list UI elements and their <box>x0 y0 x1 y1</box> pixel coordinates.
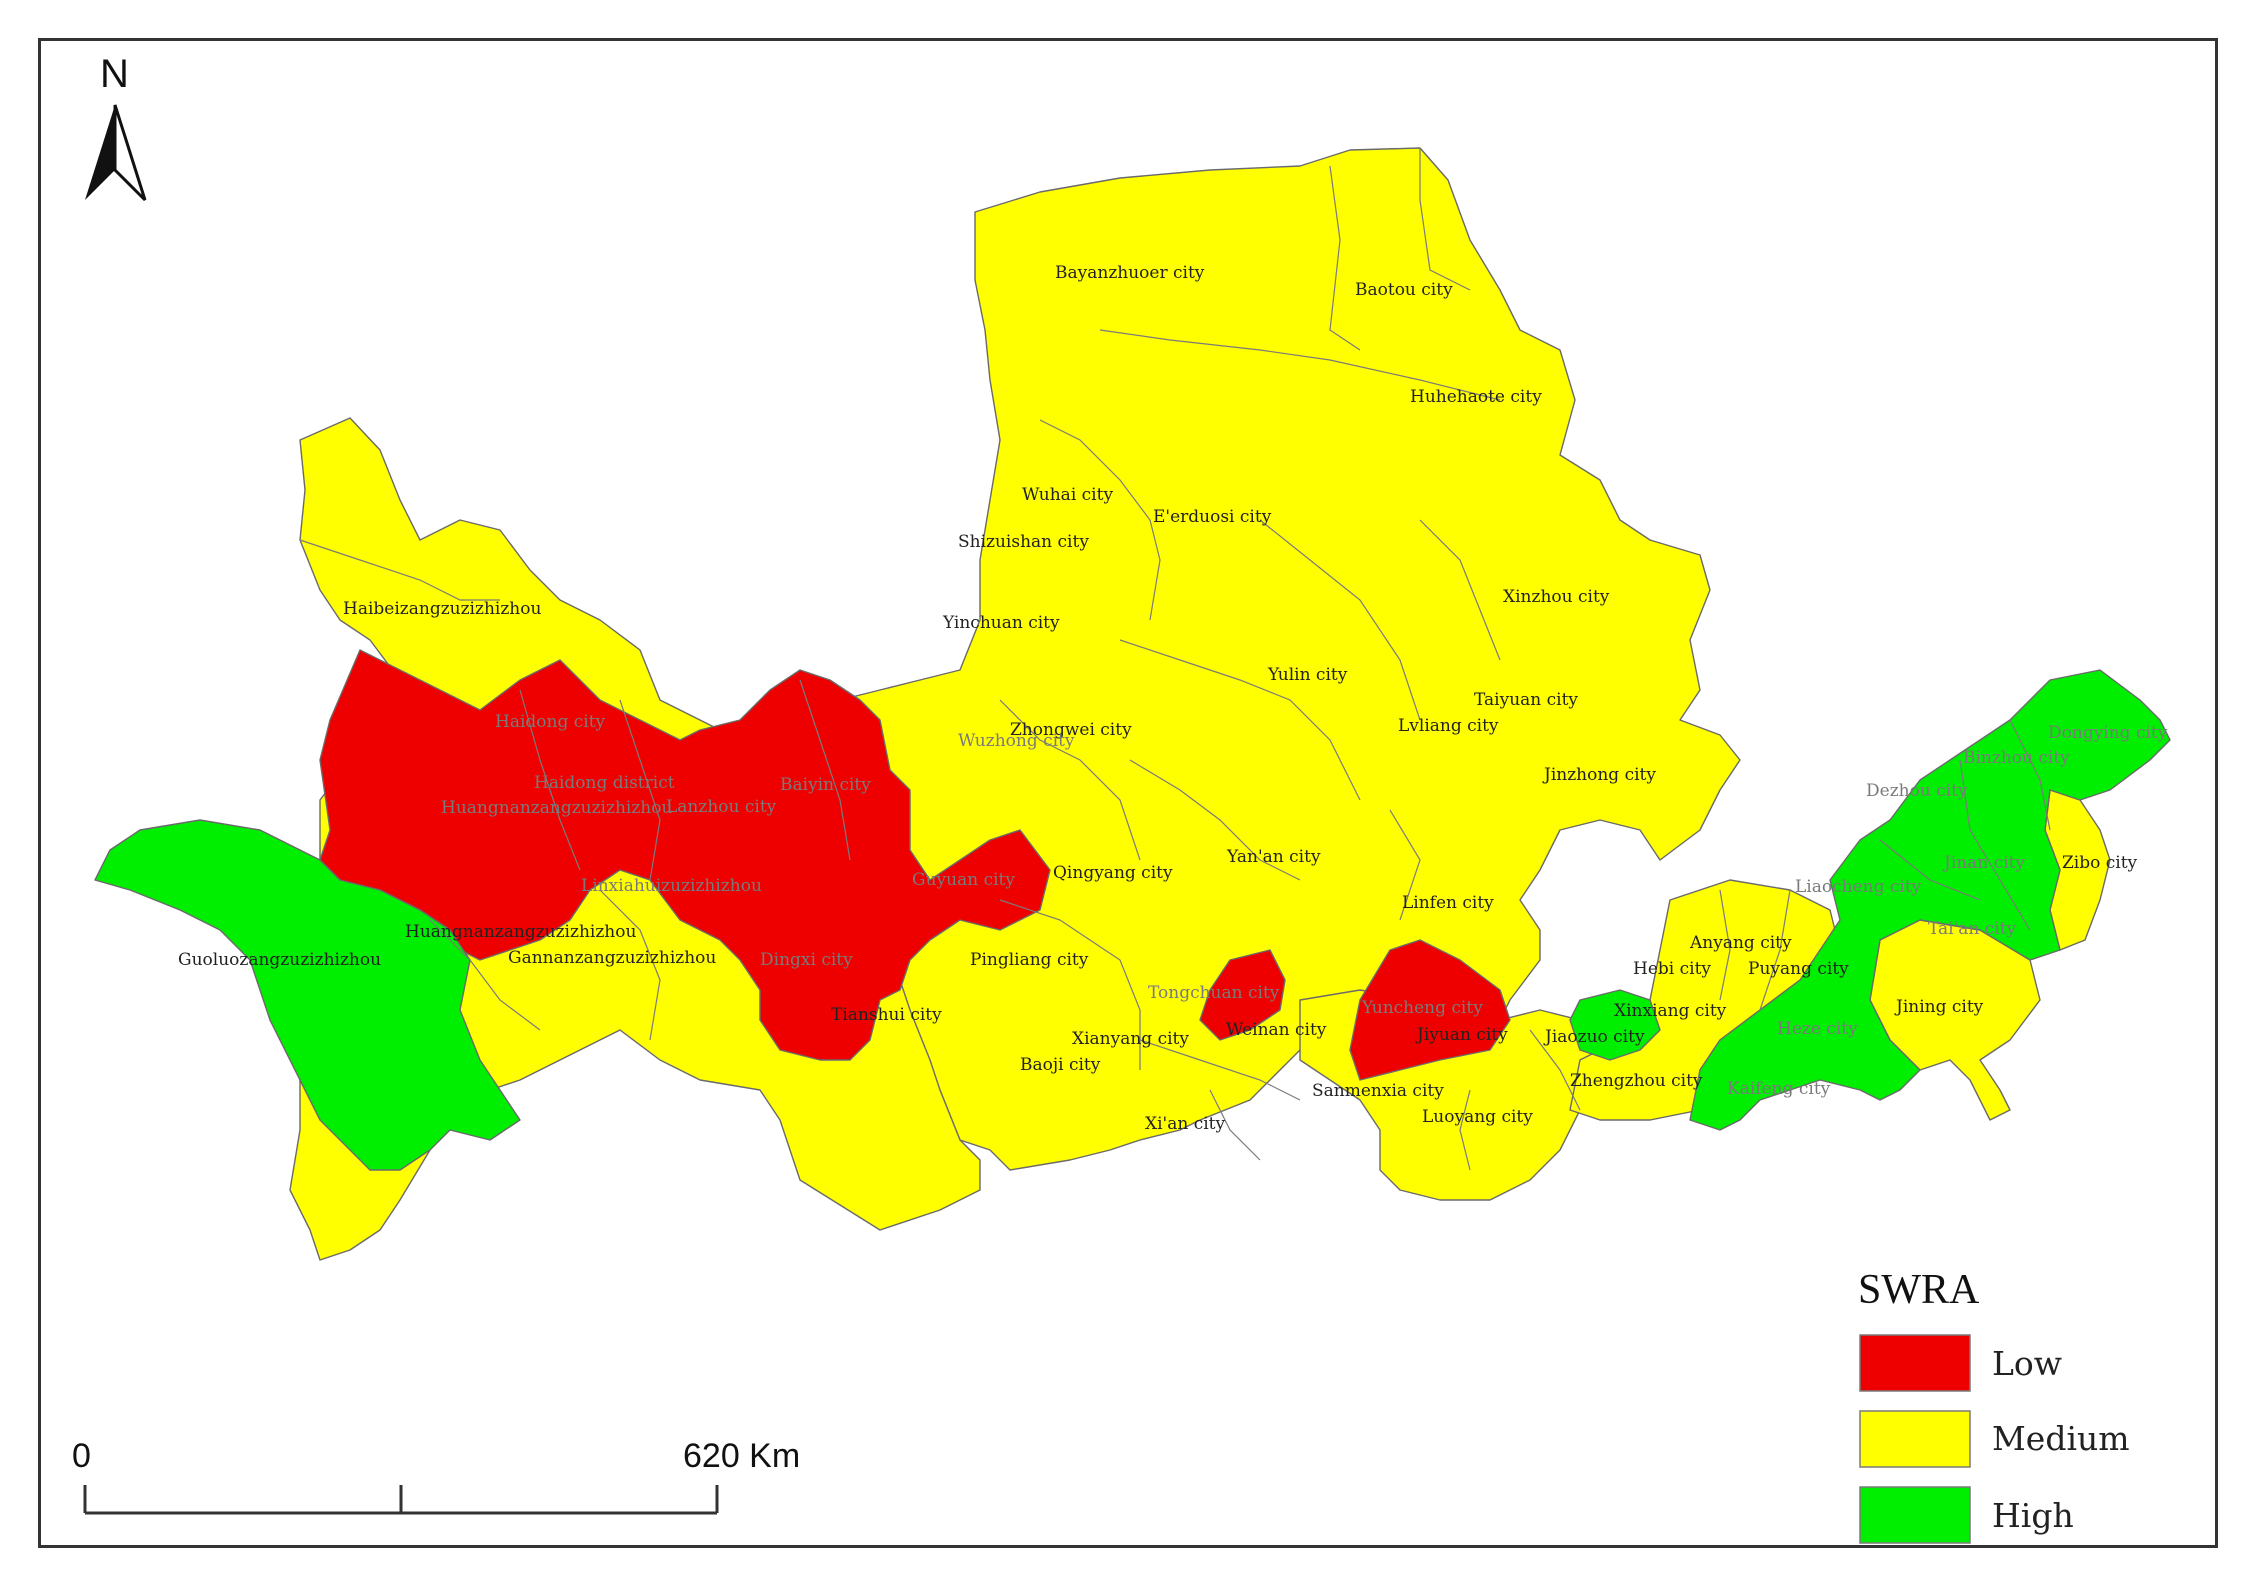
city-label: Wuhai city <box>1022 485 1113 505</box>
legend-label-medium: Medium <box>1992 1419 2130 1458</box>
legend-swatch-low <box>1859 1334 1971 1392</box>
north-arrow: N <box>85 52 147 202</box>
city-label: Yan'an city <box>1226 847 1321 867</box>
city-label: Baotou city <box>1355 280 1453 300</box>
city-label: Gannanzangzuzizhizhou <box>508 948 716 968</box>
region-layer <box>94 147 2171 1261</box>
city-label: Baoji city <box>1020 1055 1101 1075</box>
city-label: Xinzhou city <box>1503 587 1610 607</box>
city-label: Zhongwei city <box>1010 720 1132 740</box>
city-label: Jiyuan city <box>1415 1025 1508 1045</box>
north-arrow-label: N <box>100 52 129 96</box>
city-label: Anyang city <box>1689 933 1792 953</box>
city-label: Tianshui city <box>831 1005 942 1025</box>
region-high-shandong <box>1689 669 2171 1131</box>
city-label: Yuncheng city <box>1361 998 1483 1018</box>
city-label: Baiyin city <box>780 775 871 795</box>
city-label: Xianyang city <box>1072 1029 1189 1049</box>
city-label: Linfen city <box>1402 893 1494 913</box>
city-label: Liaocheng city <box>1795 877 1922 897</box>
north-arrow-right-half <box>113 104 147 202</box>
city-label: Zhengzhou city <box>1570 1071 1703 1091</box>
city-label: Luoyang city <box>1422 1107 1533 1127</box>
city-label: Puyang city <box>1748 959 1849 979</box>
city-label: Dongying city <box>2048 723 2168 743</box>
city-label: Dingxi city <box>760 950 853 970</box>
city-label: E'erduosi city <box>1153 507 1272 527</box>
region-low-tongchuan <box>1199 949 1286 1041</box>
city-label: Kaifeng city <box>1727 1079 1831 1099</box>
city-label: Binzhou city <box>1963 748 2070 768</box>
legend-swatch-high <box>1859 1486 1971 1544</box>
scale-bar-start-label: 0 <box>72 1437 91 1475</box>
internal-boundaries <box>299 148 2051 1171</box>
city-label: Jining city <box>1894 997 1984 1017</box>
city-label: Bayanzhuoer city <box>1055 263 1205 283</box>
city-label: Huhehaote city <box>1410 387 1542 407</box>
city-label: Jiaozuo city <box>1543 1027 1645 1047</box>
region-low-west <box>319 649 1051 1061</box>
city-label: Xi'an city <box>1145 1114 1225 1134</box>
city-label: Haidong city <box>495 712 606 732</box>
city-label: Yinchuan city <box>942 613 1060 633</box>
region-low-yuncheng <box>1349 939 1511 1081</box>
legend-label-low: Low <box>1992 1344 2062 1383</box>
legend-title: SWRA <box>1858 1267 1980 1313</box>
legend: SWRA Low Medium High <box>1858 1267 2130 1544</box>
city-label: Heze city <box>1777 1019 1858 1039</box>
region-high-jiaozuo <box>1569 989 1661 1061</box>
city-label: Huangnanzangzuzizhizhou <box>441 798 672 818</box>
city-label: Jinan city <box>1942 853 2025 873</box>
north-arrow-left-half <box>85 105 115 200</box>
city-label: Lanzhou city <box>666 797 777 817</box>
city-label: Linxiahuizuzizhizhou <box>581 876 762 896</box>
legend-label-high: High <box>1992 1496 2074 1535</box>
legend-swatch-medium <box>1859 1410 1971 1468</box>
city-label: Lvliang city <box>1398 716 1499 736</box>
scale-bar: 0 620 Km <box>72 1437 800 1515</box>
city-label-layer: Bayanzhuoer city Baotou city Huhehaote cit… <box>178 263 2168 1134</box>
city-label: Tai'an city <box>1928 919 2017 939</box>
city-label: Haibeizangzuzizhizhou <box>343 599 541 619</box>
city-label: Tongchuan city <box>1148 983 1280 1003</box>
city-label: Guyuan city <box>912 870 1015 890</box>
city-label: Zibo city <box>2062 853 2138 873</box>
city-label: Yulin city <box>1267 665 1348 685</box>
city-label: Taiyuan city <box>1474 690 1578 710</box>
city-label: Qingyang city <box>1053 863 1173 883</box>
city-label: Dezhou city <box>1866 781 1968 801</box>
city-label: Xinxiang city <box>1614 1001 1727 1021</box>
city-label: Hebi city <box>1633 959 1711 979</box>
scale-bar-end-label: 620 Km <box>683 1437 800 1475</box>
city-label: Pingliang city <box>970 950 1089 970</box>
city-label: Sanmenxia city <box>1312 1081 1444 1101</box>
city-label: Shizuishan city <box>958 532 1089 552</box>
city-label: Guoluozangzuzizhizhou <box>178 950 381 970</box>
city-label: Weinan city <box>1226 1020 1327 1040</box>
city-label: Haidong district <box>534 773 675 793</box>
region-high-guoluo <box>94 819 521 1171</box>
city-label: Huangnanzangzuzizhizhou <box>405 922 636 942</box>
city-label: Jinzhong city <box>1542 765 1656 785</box>
city-label: Wuzhong city <box>958 731 1075 751</box>
